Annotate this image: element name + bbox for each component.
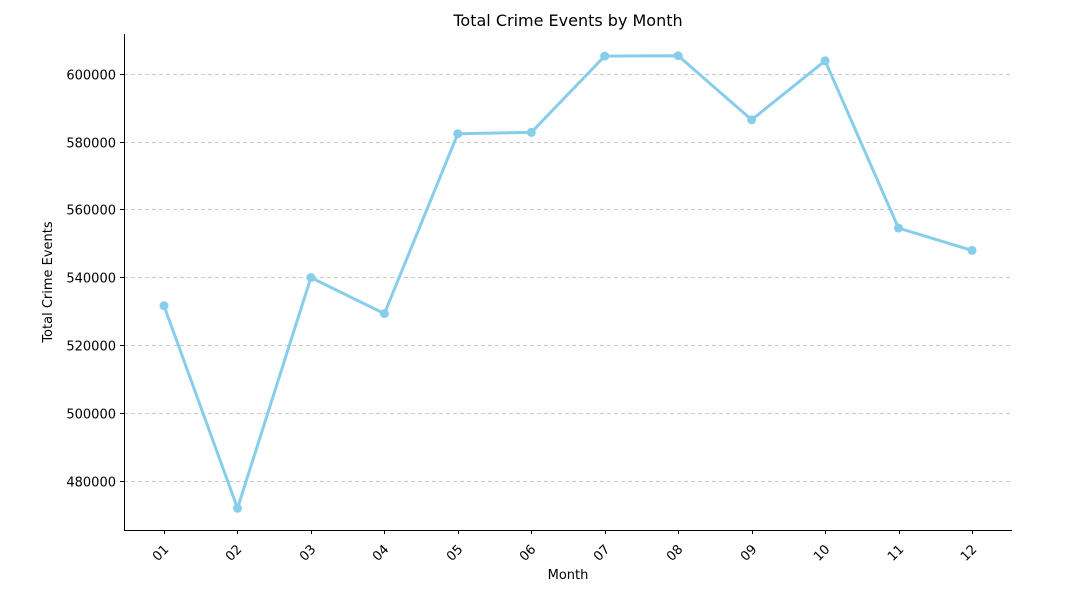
x-tick-label: 12 xyxy=(958,542,980,564)
series-line xyxy=(162,54,974,510)
axes xyxy=(124,34,1012,531)
data-point xyxy=(600,51,610,61)
y-tick-label: 480000 xyxy=(66,476,116,491)
y-tick-label: 500000 xyxy=(66,408,116,423)
data-point xyxy=(233,503,242,513)
x-tick-label: 04 xyxy=(370,542,392,564)
x-tick-label: 07 xyxy=(591,542,613,564)
data-point xyxy=(894,223,903,233)
y-tick-label: 540000 xyxy=(66,272,116,287)
y-tick-label: 580000 xyxy=(66,137,116,152)
data-point xyxy=(379,309,389,319)
chart-title: Total Crime Events by Month xyxy=(452,11,682,30)
x-tick-label: 06 xyxy=(517,542,539,564)
data-point xyxy=(820,56,830,66)
data-point xyxy=(673,51,683,61)
y-ticks: 480000 500000 520000 540000 560000 580000 6000… xyxy=(66,69,124,491)
x-tick-label: 08 xyxy=(664,542,686,564)
x-ticks: 01 02 03 04 05 06 07 08 09 10 11 12 xyxy=(150,530,980,565)
x-tick-label: 02 xyxy=(223,542,245,564)
grid-lines xyxy=(124,74,1012,482)
series-group xyxy=(159,51,977,513)
x-tick-label: 03 xyxy=(297,542,319,564)
x-axis-label: Month xyxy=(548,568,589,583)
data-point xyxy=(453,129,463,139)
x-tick-label: 05 xyxy=(444,542,466,564)
y-axis-label: Total Crime Events xyxy=(41,221,56,344)
y-tick-label: 520000 xyxy=(66,340,116,355)
y-tick-label: 600000 xyxy=(66,69,116,84)
x-tick-label: 01 xyxy=(150,542,172,564)
data-point xyxy=(306,273,316,283)
data-point xyxy=(526,127,536,137)
x-tick-label: 11 xyxy=(885,542,907,564)
x-tick-label: 10 xyxy=(811,542,833,564)
data-point xyxy=(159,301,169,311)
y-tick-label: 560000 xyxy=(66,204,116,219)
data-point xyxy=(967,245,977,255)
data-point xyxy=(747,115,757,125)
x-tick-label: 09 xyxy=(738,542,760,564)
